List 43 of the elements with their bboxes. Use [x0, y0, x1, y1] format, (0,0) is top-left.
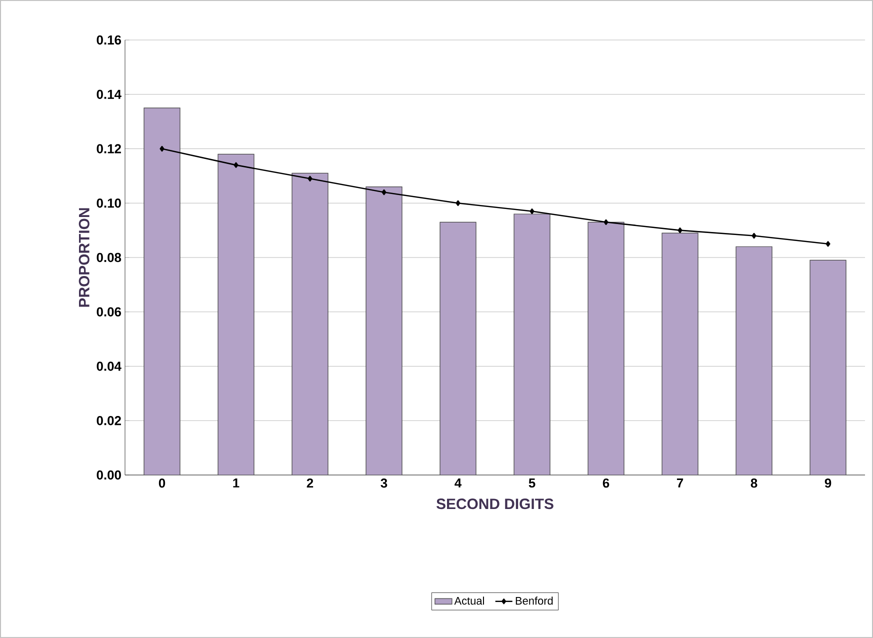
legend-label: Benford: [516, 596, 553, 605]
bar: [662, 232, 698, 475]
x-tick-label: 9: [824, 478, 832, 488]
bar: [366, 186, 402, 475]
bar: [218, 154, 254, 475]
x-tick-label: 1: [233, 478, 240, 488]
bar: [588, 222, 624, 475]
y-tick-label: 0.08: [96, 252, 122, 262]
x-tick-label: 2: [306, 478, 314, 488]
point: [456, 200, 460, 206]
x-tick-label: 0: [158, 478, 166, 488]
bar: [144, 108, 180, 475]
point: [530, 208, 534, 214]
x-tick-label: 4: [454, 478, 462, 488]
bar: [810, 260, 846, 475]
y-tick-label: 0.12: [96, 144, 121, 154]
point: [308, 176, 312, 182]
y-tick-label: 0.00: [96, 470, 121, 480]
y-tick-label: 0.04: [96, 362, 122, 371]
y-tick-label: 0.06: [96, 307, 122, 316]
y-tick-label: 0.16: [96, 35, 122, 45]
bar: [736, 246, 772, 475]
point: [678, 227, 682, 234]
point: [160, 146, 164, 152]
y-axis-title: PROPORTION: [78, 208, 90, 307]
bar: [514, 214, 550, 475]
y-tick-label: 0.10: [96, 198, 121, 208]
y-tick-label: 0.14: [96, 90, 122, 99]
point: [826, 241, 830, 247]
point: [234, 162, 238, 168]
bar: [440, 222, 476, 475]
x-axis-title: SECOND DIGITS: [436, 498, 554, 510]
x-tick-label: 8: [750, 478, 758, 488]
point: [604, 219, 608, 225]
x-tick-label: 7: [676, 478, 684, 488]
legend-label: Actual: [454, 596, 484, 605]
x-tick-label: 3: [380, 478, 388, 488]
point: [382, 189, 386, 196]
x-tick-label: 6: [602, 478, 610, 488]
bar: [292, 172, 328, 475]
point: [752, 232, 756, 239]
y-tick-label: 0.02: [96, 416, 121, 426]
x-tick-label: 5: [528, 478, 536, 488]
